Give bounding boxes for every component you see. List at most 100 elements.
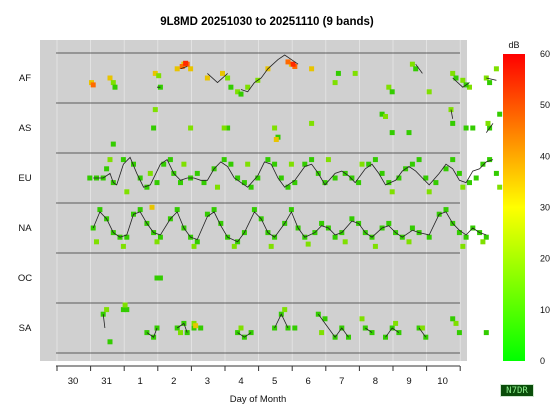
heat-cell [107, 157, 113, 163]
heat-cell [309, 157, 315, 163]
heat-cell [386, 220, 392, 226]
heat-cell [349, 216, 355, 222]
heat-cell [322, 180, 328, 186]
heat-cell [426, 234, 432, 240]
heat-cell [255, 175, 261, 181]
heat-cell [278, 175, 284, 181]
heat-cell [342, 239, 348, 245]
heat-cell [149, 204, 155, 210]
heat-cell [157, 234, 163, 240]
heat-cell [183, 60, 189, 66]
heat-cell [137, 207, 143, 213]
region-label: OC [18, 273, 32, 284]
heat-cell [110, 80, 116, 86]
heat-cell [406, 239, 412, 245]
heat-cell [120, 307, 126, 313]
heat-cell [225, 125, 231, 131]
region-label: NA [18, 223, 32, 234]
heat-cell [460, 184, 466, 190]
heat-cell [204, 75, 210, 81]
heat-cell [386, 84, 392, 90]
heat-cell [485, 120, 491, 126]
heat-cell [110, 141, 116, 147]
heat-cell [480, 239, 486, 245]
heat-cell [322, 316, 328, 322]
heat-cell [221, 157, 227, 163]
heat-cell [352, 70, 358, 76]
heat-cell [467, 84, 472, 90]
heat-cell [124, 189, 130, 195]
x-tick-label: 8 [373, 376, 378, 387]
heat-cell [178, 180, 183, 186]
heat-cell [487, 157, 493, 163]
heat-cell [174, 66, 180, 72]
heat-cell [456, 170, 462, 176]
heat-cell [396, 175, 402, 181]
heat-cell [238, 325, 244, 331]
heat-cell [450, 70, 456, 76]
heat-cell [470, 125, 476, 131]
heat-cell [483, 234, 489, 240]
heat-cell [309, 120, 315, 126]
heat-cell [305, 241, 311, 247]
x-axis-label: Day of Month [230, 394, 287, 405]
heat-cell [90, 82, 96, 88]
colorbar-tick-label: 20 [540, 254, 550, 264]
heat-cell [157, 275, 163, 281]
heat-cell [221, 125, 227, 131]
heat-cell [194, 239, 200, 245]
heat-cell [386, 180, 392, 186]
heat-cell [460, 77, 466, 83]
x-tick-label: 3 [205, 376, 210, 387]
heat-cell [409, 61, 415, 67]
heat-cell [473, 175, 479, 181]
heat-cell [124, 234, 130, 240]
heat-cell [426, 189, 432, 195]
heat-cell [497, 184, 503, 190]
heat-cell [154, 239, 160, 245]
heat-cell [493, 66, 499, 72]
median-line [450, 109, 494, 133]
colorbar-tick-label: 60 [540, 49, 550, 59]
x-tick-label: 1 [138, 376, 143, 387]
heat-cell [416, 157, 422, 163]
heat-cell [179, 64, 185, 69]
heat-cell [359, 161, 365, 167]
heat-cell [319, 330, 325, 336]
colorbar-tick-label: 10 [540, 305, 550, 315]
x-axis-ticks: 30 31 1 2 3 4 5 6 7 8 9 10 [56, 366, 461, 387]
heat-cell [332, 175, 338, 181]
heat-cell [152, 107, 158, 113]
heat-cell [161, 161, 167, 167]
heat-cell [456, 230, 462, 236]
heat-cell [332, 234, 338, 240]
credit-badge: N7DR [500, 384, 534, 397]
heat-cell [389, 189, 395, 195]
heat-cell [228, 161, 234, 167]
heat-cell [193, 323, 199, 329]
heat-cell [450, 316, 456, 322]
heat-cell [144, 184, 150, 190]
heat-cell [282, 307, 288, 313]
heat-cell [218, 220, 224, 226]
heat-cell [423, 175, 429, 181]
heat-cell [122, 302, 128, 308]
region-label: SA [19, 323, 32, 334]
heat-cell [107, 75, 113, 81]
colorbar-tick-label: 50 [540, 100, 550, 110]
heat-cell [251, 207, 257, 213]
heat-cell [87, 175, 93, 181]
heat-cell [288, 207, 294, 213]
region-na [56, 202, 489, 249]
heat-cell [120, 243, 126, 249]
x-tick-label: 6 [306, 376, 311, 387]
chart-title: 9L8MD 20251030 to 20251110 (9 bands) [160, 16, 374, 28]
heat-cell [292, 325, 298, 331]
heat-cell [235, 175, 241, 181]
colorbar-tick-label: 30 [540, 203, 550, 213]
heat-cell [456, 330, 462, 336]
heat-cell [383, 114, 388, 119]
heat-cell [450, 157, 456, 163]
heat-cell [174, 207, 180, 213]
heat-cell [332, 80, 338, 86]
